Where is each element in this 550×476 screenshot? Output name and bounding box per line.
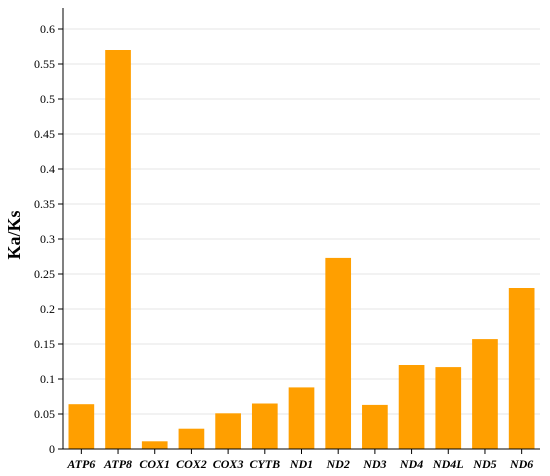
y-tick-label: 0.55 [34, 57, 55, 71]
y-tick-label: 0.6 [40, 22, 55, 36]
x-tick-label-nd6: ND6 [509, 457, 533, 471]
y-axis-title: Ka/Ks [4, 210, 24, 259]
x-tick-label-cytb: CYTB [249, 457, 280, 471]
y-tick-label: 0.05 [34, 407, 55, 421]
x-tick-label-nd4: ND4 [399, 457, 423, 471]
bar-nd1 [288, 387, 315, 449]
bar-cox3 [215, 413, 241, 449]
y-axis: 0 0.05 0.1 0.15 0.2 0.25 0.3 0.35 0.4 0.45 0.5 0.55… [34, 8, 64, 456]
y-tick-label: 0.4 [40, 162, 55, 176]
gridlines [63, 28, 540, 415]
bar-nd3 [362, 404, 388, 449]
x-tick-label-nd4l: ND4L [432, 457, 464, 471]
y-tick-label: 0.25 [34, 267, 55, 281]
bar-nd5 [472, 339, 498, 449]
bar-nd6 [508, 288, 535, 449]
x-tick-label-nd3: ND3 [362, 457, 386, 471]
x-axis: ATP6 ATP8 COX1 COX2 COX3 CYTB ND1 ND2 ND3 ND4 ND4L… [63, 448, 540, 471]
x-tick-label-cox1: COX1 [139, 457, 170, 471]
bar-cytb [251, 403, 278, 449]
bars [68, 50, 535, 449]
bar-cox2 [178, 428, 205, 449]
bar-nd2 [325, 257, 352, 449]
bar-cox1 [141, 441, 168, 449]
y-tick-label: 0.2 [40, 302, 55, 316]
y-tick-label: 0.45 [34, 127, 55, 141]
bar-nd4 [398, 365, 425, 449]
x-tick-label-atp8: ATP8 [103, 457, 132, 471]
x-tick-label-cox3: COX3 [213, 457, 244, 471]
x-tick-label-nd5: ND5 [472, 457, 496, 471]
y-tick-label: 0.1 [40, 372, 55, 386]
y-tick-label: 0 [49, 442, 55, 456]
bar-atp6 [68, 404, 95, 449]
bar-nd4l [435, 367, 462, 449]
x-tick-label-cox2: COX2 [176, 457, 207, 471]
bar-atp8 [105, 50, 131, 449]
x-tick-label-atp6: ATP6 [66, 457, 95, 471]
x-tick-label-nd2: ND2 [326, 457, 350, 471]
y-tick-label: 0.15 [34, 337, 55, 351]
x-tick-label-nd1: ND1 [289, 457, 313, 471]
y-tick-label: 0.3 [40, 232, 55, 246]
y-tick-label: 0.35 [34, 197, 55, 211]
y-tick-label: 0.5 [40, 92, 55, 106]
